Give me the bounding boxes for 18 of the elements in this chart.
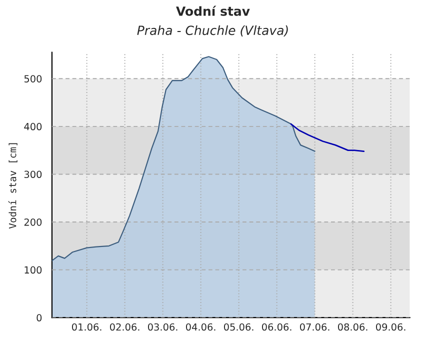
chart-subtitle: Praha - Chuchle (Vltava) — [137, 25, 288, 37]
x-tick-label: 01.06. — [72, 323, 102, 331]
x-tick-label: 03.06. — [148, 323, 178, 331]
y-tick-label: 300 — [24, 170, 42, 178]
x-tick-label: 05.06. — [224, 323, 254, 331]
x-tick-label: 02.06. — [110, 323, 140, 331]
y-tick-label: 100 — [24, 266, 42, 274]
x-tick-label: 09.06. — [376, 323, 406, 331]
y-tick-label: 400 — [24, 122, 42, 130]
x-tick-label: 07.06. — [300, 323, 330, 331]
y-tick-label: 0 — [36, 314, 42, 322]
x-tick-label: 08.06. — [338, 323, 368, 331]
y-tick-label: 500 — [24, 75, 42, 82]
x-tick-label: 06.06. — [262, 323, 292, 331]
x-tick-label: 04.06. — [186, 323, 216, 331]
chart-title: Vodní stav — [176, 6, 250, 16]
y-tick-label: 200 — [24, 218, 42, 226]
y-axis-title: Vodní stav [cm] — [8, 143, 18, 229]
